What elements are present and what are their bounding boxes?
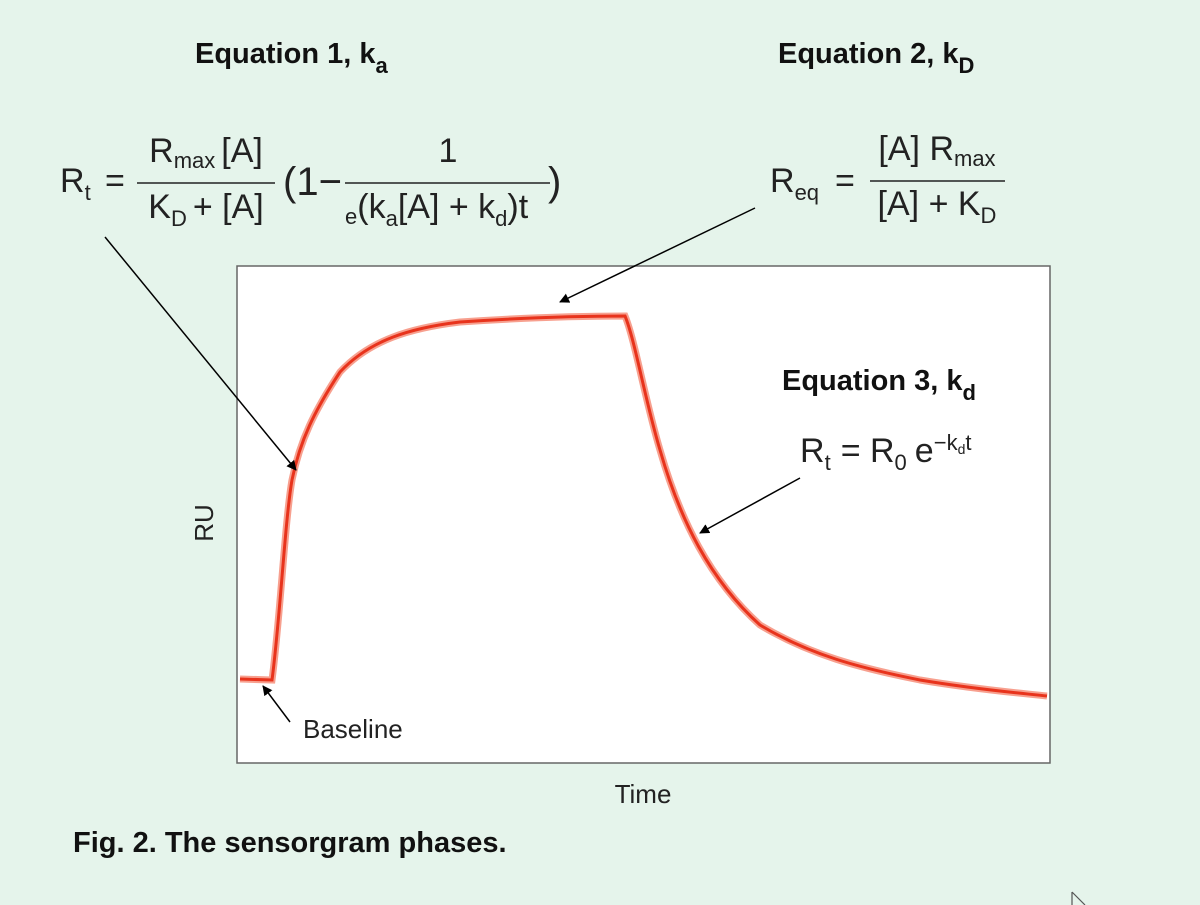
text: t bbox=[85, 180, 91, 205]
text: t bbox=[965, 430, 971, 455]
heading-3: Equation 3, kd bbox=[782, 365, 976, 405]
text: d bbox=[958, 441, 966, 457]
text: [A] bbox=[221, 132, 263, 170]
caption: Fig. 2. The sensorgram phases. bbox=[73, 827, 507, 859]
eq1-denominator: KD + [A] bbox=[148, 188, 263, 231]
text: a bbox=[375, 53, 388, 78]
text: D bbox=[958, 53, 974, 78]
text: R bbox=[149, 132, 174, 170]
heading-2: Equation 2, kD bbox=[778, 38, 974, 78]
text: d bbox=[495, 206, 507, 231]
plot-box bbox=[236, 265, 1051, 764]
text: + [A] bbox=[193, 188, 264, 226]
text: eq bbox=[795, 180, 819, 205]
eq1-bracket-close: ) bbox=[548, 160, 561, 204]
eq3-formula: Rt = R0 e−kdt bbox=[800, 430, 972, 475]
heading-1: Equation 1, ka bbox=[195, 38, 388, 78]
text: e bbox=[915, 432, 934, 470]
eq2-numerator: [A] Rmax bbox=[878, 130, 995, 171]
text: 0 bbox=[895, 450, 907, 475]
eq2-equals: = bbox=[835, 162, 855, 200]
text: R bbox=[60, 162, 85, 200]
text: R bbox=[800, 432, 825, 470]
text: R bbox=[770, 162, 795, 200]
eq1-numerator: Rmax [A] bbox=[149, 132, 263, 173]
text: a bbox=[386, 206, 399, 231]
baseline-label: Baseline bbox=[303, 714, 403, 744]
arrow bbox=[104, 236, 297, 471]
eq1-inner-numerator: 1 bbox=[439, 132, 458, 170]
eq1-lhs: Rt bbox=[60, 162, 91, 205]
text: Equation 1, k bbox=[195, 38, 376, 70]
x-axis-label: Time bbox=[615, 779, 672, 809]
arrow bbox=[262, 685, 291, 723]
text: [A] R bbox=[878, 130, 954, 168]
text: max bbox=[954, 146, 996, 171]
text: D bbox=[171, 206, 187, 231]
text: (k bbox=[357, 188, 386, 226]
text: Equation 2, k bbox=[778, 38, 959, 70]
eq1-inner-denominator: e(ka[A] + kd)t bbox=[345, 188, 529, 231]
eq1-bracket-open: (1− bbox=[283, 160, 342, 204]
text: Equation 3, k bbox=[782, 365, 963, 397]
text: d bbox=[962, 380, 975, 405]
arrow bbox=[559, 207, 756, 303]
arrow bbox=[699, 477, 801, 534]
text: t bbox=[825, 450, 831, 475]
eq2-denominator: [A] + KD bbox=[878, 185, 997, 228]
text: )t bbox=[507, 188, 528, 226]
text: e bbox=[345, 204, 357, 229]
text: [A] + K bbox=[878, 185, 981, 223]
text: = R bbox=[841, 432, 895, 470]
text: max bbox=[174, 148, 216, 173]
text: D bbox=[981, 203, 997, 228]
text: [A] + k bbox=[398, 188, 496, 226]
eq2-lhs: Req bbox=[770, 162, 819, 205]
eq1-equals: = bbox=[105, 162, 125, 200]
text: K bbox=[148, 188, 171, 226]
text: −k bbox=[934, 430, 959, 455]
y-axis-label: RU bbox=[189, 504, 219, 542]
cursor bbox=[1071, 891, 1086, 905]
